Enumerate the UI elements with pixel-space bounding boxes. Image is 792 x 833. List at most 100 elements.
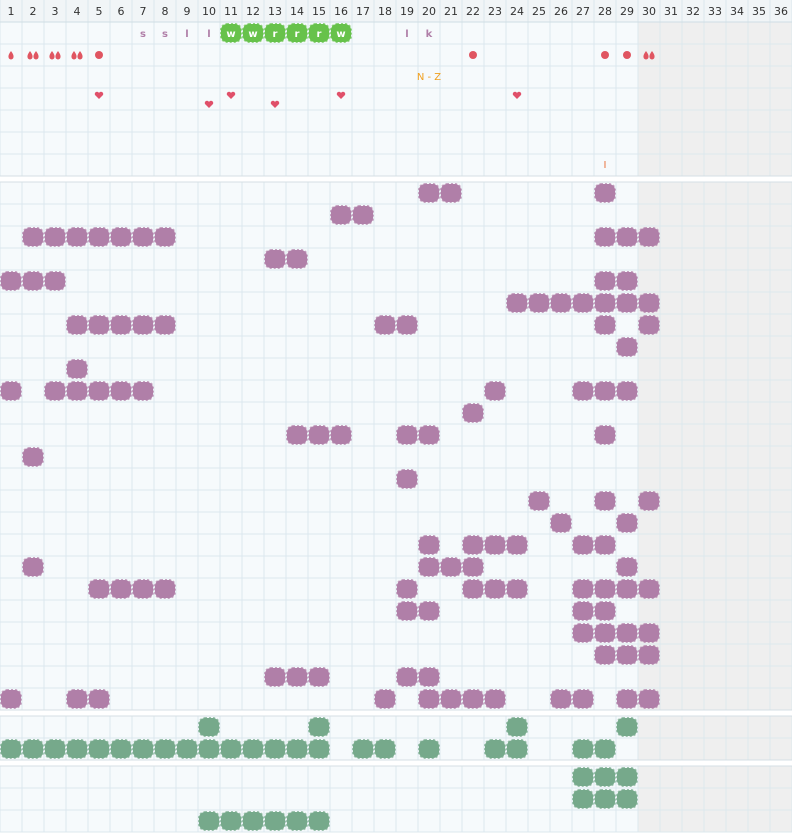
tag-chip xyxy=(264,23,286,43)
blob xyxy=(507,294,527,312)
blob-edge xyxy=(286,667,308,687)
marker-label: I xyxy=(604,160,607,171)
booking xyxy=(396,315,418,335)
blob-edge xyxy=(154,315,176,335)
blob-edge xyxy=(594,601,616,621)
blob xyxy=(23,448,43,466)
tag: s xyxy=(140,29,146,40)
blob-edge xyxy=(572,579,594,599)
blob-edge xyxy=(484,535,506,555)
heart-icon xyxy=(336,91,346,99)
blob xyxy=(573,790,593,808)
blob xyxy=(573,624,593,642)
disabled-bg xyxy=(638,766,792,832)
booking xyxy=(594,789,616,809)
drop-icon xyxy=(643,51,649,60)
booking xyxy=(264,667,286,687)
drop-icon xyxy=(33,51,39,60)
booking xyxy=(220,739,242,759)
booking xyxy=(330,425,352,445)
booking xyxy=(528,491,550,511)
booking xyxy=(44,739,66,759)
column-number: 32 xyxy=(686,5,700,18)
blob-edge xyxy=(462,403,484,423)
blob xyxy=(67,690,87,708)
blob-edge xyxy=(264,249,286,269)
booking xyxy=(44,227,66,247)
blob xyxy=(441,184,461,202)
column-number: 9 xyxy=(184,5,191,18)
blob xyxy=(419,426,439,444)
blob-edge xyxy=(0,739,22,759)
blob-edge xyxy=(572,689,594,709)
blob xyxy=(595,316,615,334)
booking xyxy=(220,811,242,831)
blob xyxy=(617,382,637,400)
blob xyxy=(617,690,637,708)
booking xyxy=(66,227,88,247)
booking xyxy=(396,469,418,489)
blob xyxy=(441,558,461,576)
booking xyxy=(638,579,660,599)
blob-edge xyxy=(440,183,462,203)
booking xyxy=(352,205,374,225)
blob xyxy=(617,580,637,598)
blob-edge xyxy=(198,717,220,737)
blob-edge xyxy=(264,739,286,759)
blob-edge xyxy=(616,767,638,787)
booking xyxy=(440,689,462,709)
booking xyxy=(132,579,154,599)
blob-edge xyxy=(594,767,616,787)
booking xyxy=(616,337,638,357)
blob xyxy=(485,740,505,758)
blob xyxy=(419,184,439,202)
blob xyxy=(67,360,87,378)
booking xyxy=(484,535,506,555)
blob xyxy=(595,426,615,444)
blob xyxy=(265,250,285,268)
booking xyxy=(550,689,572,709)
blob xyxy=(529,492,549,510)
booking xyxy=(638,293,660,313)
blob xyxy=(265,812,285,830)
booking xyxy=(616,767,638,787)
blob xyxy=(375,690,395,708)
booking xyxy=(88,227,110,247)
booking xyxy=(396,425,418,445)
column-number: 15 xyxy=(312,5,326,18)
column-number: 10 xyxy=(202,5,216,18)
blob xyxy=(507,740,527,758)
booking xyxy=(396,579,418,599)
blob-edge xyxy=(572,601,594,621)
heart-icon xyxy=(226,91,236,99)
tag-chip xyxy=(286,23,308,43)
blob-edge xyxy=(44,381,66,401)
booking xyxy=(132,739,154,759)
booking xyxy=(110,381,132,401)
blob xyxy=(111,740,131,758)
blob-edge xyxy=(66,381,88,401)
blob xyxy=(419,668,439,686)
booking xyxy=(572,601,594,621)
blob-edge xyxy=(132,579,154,599)
blob-edge xyxy=(440,689,462,709)
blob xyxy=(595,768,615,786)
blob-edge xyxy=(22,271,44,291)
booking xyxy=(396,601,418,621)
blob-edge xyxy=(286,739,308,759)
booking xyxy=(594,739,616,759)
blob xyxy=(67,382,87,400)
blob-edge xyxy=(154,579,176,599)
booking xyxy=(110,227,132,247)
blob xyxy=(353,740,373,758)
tag: w xyxy=(336,29,345,40)
booking xyxy=(396,667,418,687)
blob-edge xyxy=(572,739,594,759)
booking xyxy=(198,717,220,737)
blob-edge xyxy=(264,667,286,687)
blob xyxy=(45,382,65,400)
blob xyxy=(617,646,637,664)
blob-edge xyxy=(198,739,220,759)
booking xyxy=(594,623,616,643)
